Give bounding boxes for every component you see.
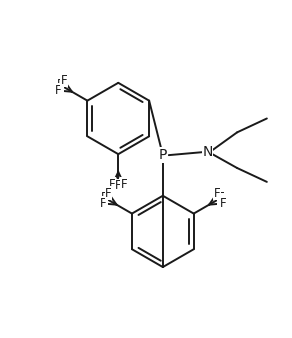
Text: F: F bbox=[115, 179, 121, 192]
Text: F: F bbox=[101, 191, 108, 204]
Text: F: F bbox=[99, 197, 106, 210]
Text: F: F bbox=[57, 78, 63, 91]
Text: F: F bbox=[214, 187, 220, 200]
Text: P: P bbox=[159, 148, 167, 162]
Text: F: F bbox=[218, 191, 225, 204]
Text: F: F bbox=[220, 197, 226, 210]
Text: F: F bbox=[109, 178, 116, 191]
Text: F: F bbox=[55, 84, 61, 97]
Text: F: F bbox=[105, 187, 112, 200]
Text: N: N bbox=[202, 145, 213, 159]
Text: F: F bbox=[121, 178, 127, 191]
Text: F: F bbox=[61, 74, 67, 87]
